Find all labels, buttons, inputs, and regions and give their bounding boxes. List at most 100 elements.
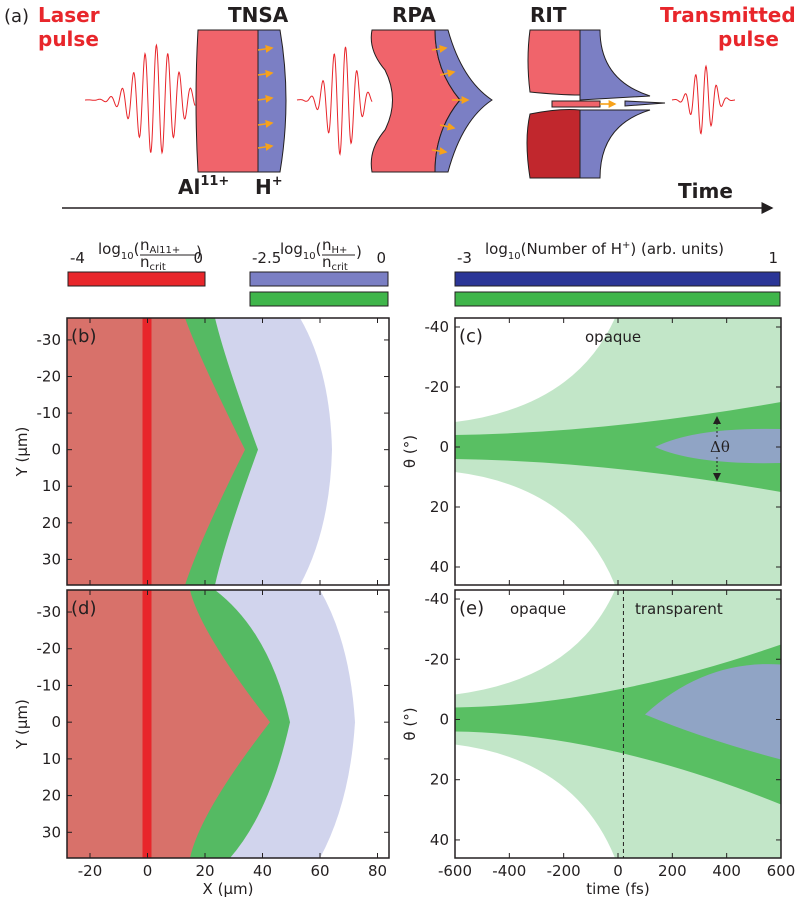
label-part: (Number of H — [521, 240, 622, 258]
push-arrow — [439, 122, 456, 131]
annotation: opaque — [510, 600, 566, 618]
laser-wave — [85, 43, 196, 155]
y-tick-label: 40 — [430, 831, 449, 849]
ion-base: Al — [178, 175, 200, 199]
target-ions — [526, 109, 581, 179]
label-part: log — [485, 240, 508, 258]
annotation: transparent — [635, 600, 723, 618]
stage-label: RIT — [530, 3, 567, 27]
label-part: 10 — [121, 251, 134, 262]
colorbar-max: 0 — [376, 249, 386, 267]
x-tick-label: 400 — [712, 862, 741, 880]
laser-wave — [296, 46, 373, 156]
y-tick-label: 40 — [430, 558, 449, 576]
x-tick-label: 60 — [310, 862, 329, 880]
x-axis-label: X (µm) — [203, 880, 254, 898]
push-arrow — [431, 44, 448, 53]
x-tick-label: 80 — [368, 862, 387, 880]
label-part: 10 — [303, 251, 316, 262]
x-tick-label: 40 — [253, 862, 272, 880]
x-tick-label: -400 — [492, 862, 526, 880]
label-part: ( — [316, 240, 322, 258]
y-axis-label: θ (°) — [401, 707, 419, 740]
panel: -30 -20 -10 0 10 20 30 (b) Y (µm) — [13, 317, 390, 586]
panel-frame — [66, 589, 390, 859]
colorbar-label: log10(Number of H+) (arb. units) — [485, 240, 724, 262]
label-part: Al11+ — [150, 245, 181, 256]
y-tick-label: 10 — [42, 477, 61, 495]
target-protons — [579, 109, 651, 179]
colorbar — [67, 271, 206, 287]
colorbar-min: -4 — [70, 249, 85, 267]
y-tick-label: -40 — [425, 318, 450, 336]
push-arrow — [257, 94, 274, 103]
stage-label: TNSA — [228, 3, 289, 27]
y-tick-label: 20 — [42, 787, 61, 805]
target-ions — [195, 29, 259, 173]
laser-wave — [671, 64, 735, 135]
label-part: log — [98, 240, 121, 258]
push-arrow — [257, 142, 274, 151]
x-tick-label: 20 — [195, 862, 214, 880]
y-tick-label: 0 — [439, 438, 449, 456]
stage-label: RPA — [392, 3, 436, 27]
colorbar-min: -3 — [457, 249, 472, 267]
laser-label: Laser — [38, 3, 100, 27]
panel: -40 -20 0 20 40 (c) θ (°) opaque Δθ — [401, 317, 782, 586]
panel-image — [67, 318, 332, 585]
y-tick-label: -30 — [37, 331, 62, 349]
panel-label: (a) — [4, 6, 29, 27]
panel-label: (c) — [459, 326, 483, 347]
label-part: log — [280, 240, 303, 258]
ion-sup: 11+ — [200, 174, 229, 189]
colorbar-min: -2.5 — [252, 249, 281, 267]
target-ions — [527, 29, 581, 96]
y-tick-label: -20 — [425, 378, 450, 396]
y-tick-label: 20 — [42, 514, 61, 532]
y-tick-label: 0 — [51, 713, 61, 731]
push-arrow — [257, 69, 274, 78]
y-tick-label: 30 — [42, 823, 61, 841]
panel: -20 0 20 40 60 80 -30 -20 -10 0 10 20 30 (d) Y (µm) X (… — [13, 589, 390, 898]
push-arrow — [439, 69, 456, 78]
push-arrow — [257, 44, 274, 53]
y-tick-label: -30 — [37, 603, 62, 621]
y-axis-label: Y (µm) — [13, 427, 31, 478]
panel-label: (d) — [71, 598, 96, 619]
transmitted-label: pulse — [718, 27, 779, 51]
proton-core — [655, 428, 781, 464]
ion-label: H+ — [255, 174, 283, 199]
ion-region — [67, 590, 270, 858]
label-part: ) — [196, 243, 202, 261]
colorbar — [454, 271, 781, 287]
colorbar-label: log10(nAl11+ ncrit) — [98, 236, 202, 273]
y-tick-label: 30 — [42, 550, 61, 568]
y-tick-label: -10 — [37, 404, 62, 422]
panel-frame — [66, 317, 390, 586]
colorbar — [454, 291, 781, 307]
y-tick-label: 10 — [42, 750, 61, 768]
label-part: crit — [150, 262, 166, 273]
proton-core — [645, 664, 781, 760]
panel-image — [455, 318, 781, 585]
y-tick-label: -20 — [425, 650, 450, 668]
panel-a: (a) Laser pulse TNSA RPA RIT Transmitted… — [4, 3, 796, 214]
y-tick-label: 0 — [439, 710, 449, 728]
label-part: 10 — [508, 251, 521, 262]
x-axis-label: time (fs) — [586, 880, 649, 898]
ion-region — [67, 318, 245, 585]
x-tick-label: -600 — [438, 862, 472, 880]
y-tick-label: -20 — [37, 368, 62, 386]
channel — [624, 100, 666, 107]
label-part: ( — [134, 240, 140, 258]
x-tick-label: 0 — [143, 862, 153, 880]
label-part: ) (arb. units) — [630, 240, 724, 258]
y-tick-label: -40 — [425, 590, 450, 608]
x-tick-label: 200 — [658, 862, 687, 880]
laser-label: pulse — [38, 27, 99, 51]
y-tick-label: 20 — [430, 771, 449, 789]
panel-image — [67, 590, 355, 858]
panel-label: (e) — [459, 598, 484, 619]
